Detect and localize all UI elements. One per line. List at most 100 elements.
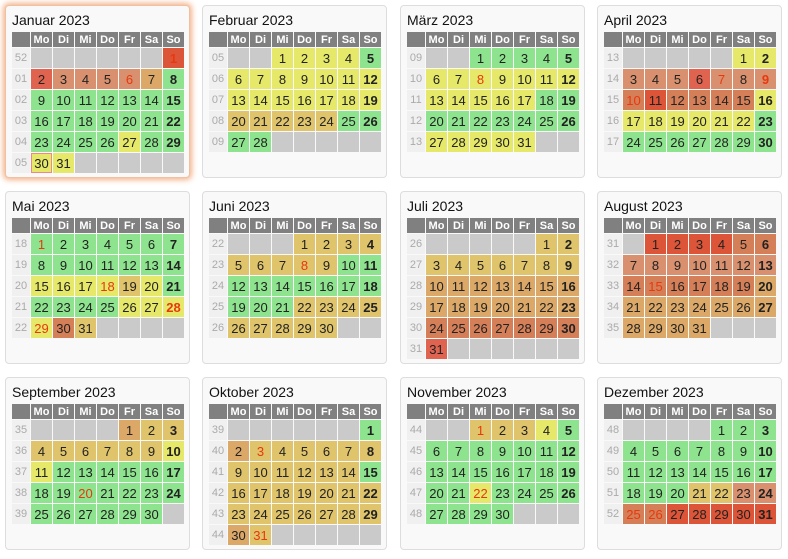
- day-cell[interactable]: 11: [623, 462, 644, 482]
- day-cell[interactable]: 25: [623, 504, 644, 524]
- day-cell[interactable]: 23: [733, 483, 754, 503]
- day-cell[interactable]: 4: [75, 69, 96, 89]
- day-cell[interactable]: 5: [228, 255, 249, 275]
- day-cell[interactable]: 27: [250, 318, 271, 338]
- day-cell[interactable]: 15: [536, 276, 557, 296]
- day-cell[interactable]: 17: [316, 90, 337, 110]
- day-cell[interactable]: 6: [426, 441, 447, 461]
- day-cell[interactable]: 17: [689, 276, 710, 296]
- day-cell[interactable]: 23: [294, 111, 315, 131]
- day-cell[interactable]: 16: [294, 90, 315, 110]
- day-cell[interactable]: 8: [536, 255, 557, 275]
- day-cell[interactable]: 18: [272, 483, 293, 503]
- day-cell[interactable]: 27: [426, 132, 447, 152]
- day-cell[interactable]: 8: [272, 69, 293, 89]
- day-cell[interactable]: 12: [558, 69, 579, 89]
- day-cell[interactable]: 16: [733, 462, 754, 482]
- day-cell[interactable]: 28: [711, 132, 732, 152]
- day-cell[interactable]: 25: [338, 111, 359, 131]
- day-cell[interactable]: 3: [426, 255, 447, 275]
- day-cell[interactable]: 5: [558, 48, 579, 68]
- day-cell[interactable]: 2: [755, 48, 776, 68]
- day-cell[interactable]: 27: [667, 504, 688, 524]
- day-cell[interactable]: 5: [470, 255, 491, 275]
- day-cell[interactable]: 6: [119, 69, 140, 89]
- day-cell[interactable]: 26: [667, 132, 688, 152]
- day-cell[interactable]: 20: [755, 276, 776, 296]
- day-cell[interactable]: 24: [426, 318, 447, 338]
- day-cell[interactable]: 14: [689, 462, 710, 482]
- day-cell[interactable]: 6: [492, 255, 513, 275]
- day-cell[interactable]: 12: [360, 69, 381, 89]
- day-cell[interactable]: 14: [448, 462, 469, 482]
- day-cell[interactable]: 7: [272, 255, 293, 275]
- day-cell[interactable]: 8: [470, 441, 491, 461]
- day-cell[interactable]: 16: [667, 276, 688, 296]
- day-cell[interactable]: 8: [733, 69, 754, 89]
- day-cell[interactable]: 6: [426, 69, 447, 89]
- day-cell[interactable]: 22: [470, 111, 491, 131]
- day-cell[interactable]: 3: [514, 420, 535, 440]
- day-cell[interactable]: 14: [711, 90, 732, 110]
- day-cell[interactable]: 23: [228, 504, 249, 524]
- day-cell[interactable]: 19: [470, 297, 491, 317]
- day-cell[interactable]: 10: [426, 276, 447, 296]
- day-cell[interactable]: 26: [97, 132, 118, 152]
- day-cell[interactable]: 4: [536, 48, 557, 68]
- day-cell[interactable]: 16: [492, 90, 513, 110]
- day-cell[interactable]: 8: [294, 255, 315, 275]
- day-cell[interactable]: 28: [163, 297, 184, 317]
- day-cell[interactable]: 2: [492, 48, 513, 68]
- day-cell[interactable]: 26: [558, 111, 579, 131]
- day-cell[interactable]: 9: [755, 69, 776, 89]
- day-cell[interactable]: 20: [75, 483, 96, 503]
- day-cell[interactable]: 9: [667, 255, 688, 275]
- day-cell[interactable]: 22: [31, 297, 52, 317]
- day-cell[interactable]: 11: [711, 255, 732, 275]
- day-cell[interactable]: 21: [141, 111, 162, 131]
- day-cell[interactable]: 1: [294, 234, 315, 254]
- day-cell[interactable]: 15: [360, 462, 381, 482]
- day-cell[interactable]: 31: [755, 504, 776, 524]
- day-cell[interactable]: 26: [294, 504, 315, 524]
- day-cell[interactable]: 29: [119, 504, 140, 524]
- day-cell[interactable]: 20: [228, 111, 249, 131]
- day-cell[interactable]: 12: [558, 441, 579, 461]
- day-cell[interactable]: 2: [228, 441, 249, 461]
- day-cell[interactable]: 6: [75, 441, 96, 461]
- day-cell[interactable]: 29: [470, 132, 491, 152]
- day-cell[interactable]: 4: [711, 234, 732, 254]
- day-cell[interactable]: 4: [360, 234, 381, 254]
- day-cell[interactable]: 15: [470, 90, 491, 110]
- day-cell[interactable]: 29: [31, 318, 52, 338]
- day-cell[interactable]: 10: [75, 255, 96, 275]
- day-cell[interactable]: 9: [31, 90, 52, 110]
- day-cell[interactable]: 15: [119, 462, 140, 482]
- day-cell[interactable]: 24: [514, 483, 535, 503]
- day-cell[interactable]: 24: [316, 111, 337, 131]
- day-cell[interactable]: 6: [667, 441, 688, 461]
- day-cell[interactable]: 8: [360, 441, 381, 461]
- day-cell[interactable]: 22: [294, 297, 315, 317]
- day-cell[interactable]: 23: [31, 132, 52, 152]
- day-cell[interactable]: 20: [316, 483, 337, 503]
- day-cell[interactable]: 12: [733, 255, 754, 275]
- day-cell[interactable]: 24: [689, 297, 710, 317]
- day-cell[interactable]: 2: [492, 420, 513, 440]
- day-cell[interactable]: 9: [294, 69, 315, 89]
- day-cell[interactable]: 2: [733, 420, 754, 440]
- day-cell[interactable]: 16: [141, 462, 162, 482]
- day-cell[interactable]: 23: [141, 483, 162, 503]
- day-cell[interactable]: 28: [514, 318, 535, 338]
- day-cell[interactable]: 27: [119, 132, 140, 152]
- day-cell[interactable]: 16: [558, 276, 579, 296]
- day-cell[interactable]: 7: [163, 234, 184, 254]
- day-cell[interactable]: 31: [75, 318, 96, 338]
- day-cell[interactable]: 25: [75, 132, 96, 152]
- day-cell[interactable]: 28: [623, 318, 644, 338]
- day-cell[interactable]: 9: [492, 441, 513, 461]
- day-cell[interactable]: 6: [755, 234, 776, 254]
- day-cell[interactable]: 9: [141, 441, 162, 461]
- day-cell[interactable]: 9: [228, 462, 249, 482]
- day-cell[interactable]: 2: [294, 48, 315, 68]
